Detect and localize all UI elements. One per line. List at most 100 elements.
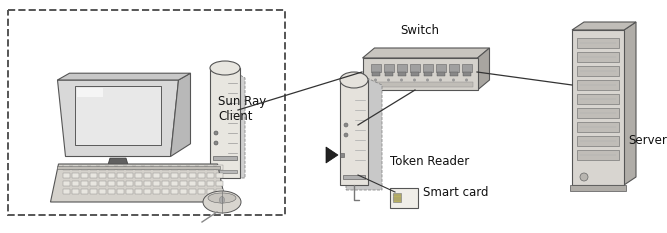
Bar [171,189,177,193]
Polygon shape [478,48,490,90]
Bar [197,189,205,193]
Polygon shape [51,164,225,202]
Bar [143,181,151,185]
Text: Switch: Switch [400,24,440,37]
Circle shape [387,79,390,82]
Bar [213,156,237,160]
Bar [114,170,122,174]
Bar [153,189,159,193]
Polygon shape [57,73,191,80]
Bar [215,181,223,185]
Bar [107,173,115,178]
Circle shape [400,79,403,82]
Bar [161,181,169,185]
Bar [63,189,69,193]
Bar [99,181,105,185]
Bar [462,72,470,76]
Bar [8,10,285,215]
Bar [577,52,619,62]
Circle shape [580,173,588,181]
Bar [125,181,133,185]
Circle shape [214,131,218,135]
Bar [384,64,394,72]
Bar [57,166,219,169]
Bar [71,173,79,178]
Text: Token Reader: Token Reader [390,155,470,168]
Bar [179,165,187,169]
Bar [215,189,223,193]
Bar [89,165,97,169]
Polygon shape [346,72,382,190]
Bar [63,181,69,185]
Circle shape [452,79,455,82]
Bar [135,181,141,185]
Bar [215,165,223,169]
Bar [81,189,87,193]
Bar [171,165,177,169]
Bar [135,189,141,193]
Circle shape [344,123,348,127]
Bar [189,189,195,193]
Bar [71,165,79,169]
Bar [372,72,380,76]
Bar [448,64,458,72]
Bar [107,189,115,193]
Bar [171,173,177,178]
Bar [396,64,406,72]
Bar [213,170,237,173]
Bar [340,80,368,185]
Polygon shape [57,80,179,157]
Bar [143,165,151,169]
Bar [422,64,432,72]
Bar [117,189,123,193]
Bar [197,181,205,185]
Bar [135,165,141,169]
Bar [143,173,151,178]
Bar [436,64,446,72]
Bar [117,173,123,178]
Circle shape [413,79,416,82]
Bar [71,181,79,185]
Bar [410,72,418,76]
Bar [81,165,87,169]
Polygon shape [624,22,636,185]
Text: Smart card: Smart card [423,186,488,199]
Polygon shape [362,48,490,58]
Bar [210,68,240,178]
Bar [577,122,619,132]
Bar [424,72,432,76]
Bar [81,181,87,185]
Polygon shape [88,169,148,180]
Bar [572,30,624,185]
Bar [179,181,187,185]
Bar [77,88,103,97]
Bar [125,165,133,169]
Bar [81,173,87,178]
Bar [125,189,133,193]
Bar [153,181,159,185]
Bar [107,181,115,185]
Circle shape [426,79,429,82]
Bar [189,165,195,169]
Bar [577,38,619,48]
Bar [207,165,213,169]
Circle shape [439,79,442,82]
Bar [179,189,187,193]
Polygon shape [108,158,128,165]
Circle shape [214,141,218,145]
Bar [99,173,105,178]
Bar [117,181,123,185]
Bar [153,165,159,169]
Polygon shape [171,73,191,157]
Bar [161,173,169,178]
Bar [207,173,213,178]
Bar [171,181,177,185]
Bar [398,72,406,76]
Bar [207,189,213,193]
Bar [63,173,69,178]
Ellipse shape [208,193,236,203]
Ellipse shape [203,191,241,213]
Bar [570,185,626,191]
Bar [153,173,159,178]
Circle shape [374,79,377,82]
